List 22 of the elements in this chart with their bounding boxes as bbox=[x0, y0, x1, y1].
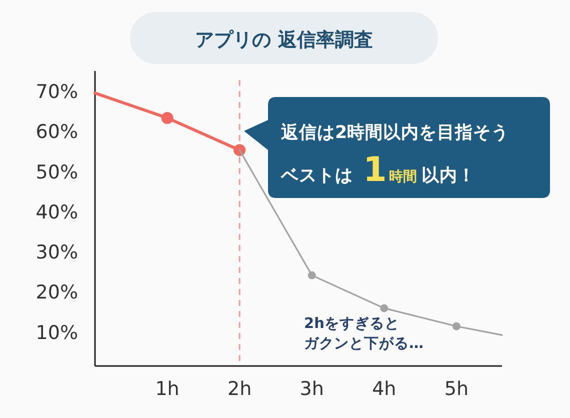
point bbox=[452, 322, 460, 330]
point bbox=[161, 112, 174, 124]
chart-title: アプリの 返信率調査 bbox=[195, 29, 373, 51]
x-tick-label: 5h bbox=[444, 378, 469, 400]
title: アプリの 返信率調査 bbox=[130, 12, 438, 64]
y-tick-label: 30% bbox=[36, 242, 78, 264]
y-tick-label: 60% bbox=[36, 121, 78, 144]
x-tick-label: 3h bbox=[300, 378, 324, 400]
y-tick-label: 70% bbox=[36, 81, 78, 104]
annotation: 返信は2時間以内を目指そう bbox=[280, 122, 510, 143]
annotation: ガクンと下がる… bbox=[304, 336, 424, 352]
annotation: 2hをすぎると bbox=[304, 316, 400, 332]
y-tick-label: 40% bbox=[36, 201, 78, 224]
point bbox=[234, 144, 246, 156]
x-tick-label: 2h bbox=[228, 378, 252, 400]
y-tick-label: 10% bbox=[36, 322, 78, 344]
x-tick-label: 4h bbox=[372, 378, 396, 400]
point bbox=[308, 271, 316, 280]
y-tick-label: 50% bbox=[36, 161, 78, 184]
y-tick-label: 20% bbox=[36, 282, 78, 304]
x-tick-label: 1h bbox=[155, 378, 180, 400]
point bbox=[380, 304, 388, 312]
